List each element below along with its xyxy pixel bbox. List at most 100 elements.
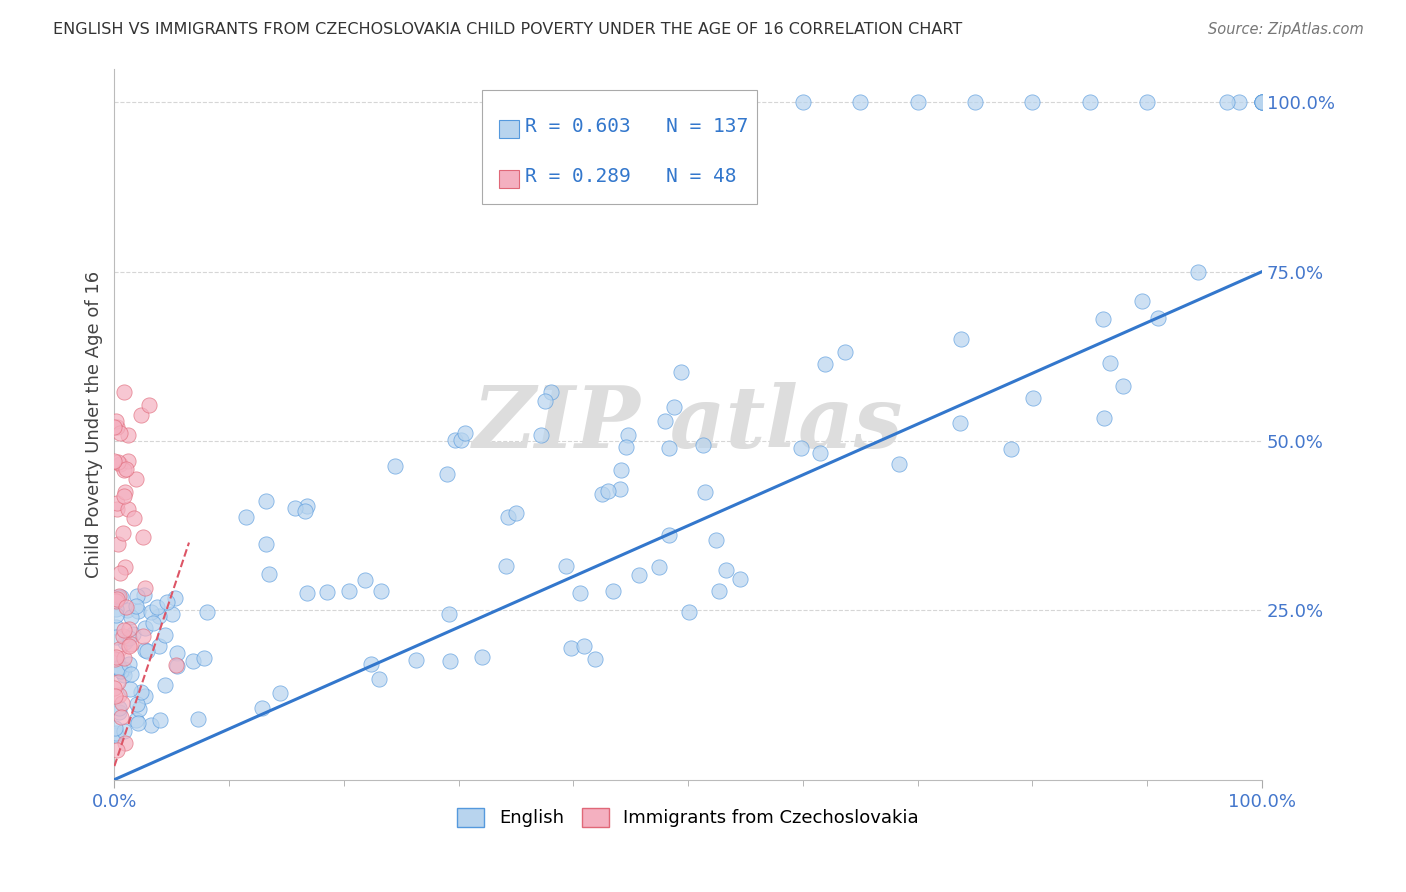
Point	[129, 408, 152, 422]
Point	[583, 652, 606, 666]
Point	[118, 681, 141, 696]
Point	[105, 591, 128, 606]
Point	[131, 530, 153, 544]
Point	[110, 591, 132, 605]
Point	[127, 715, 149, 730]
Point	[370, 584, 392, 599]
Point	[716, 563, 738, 577]
Point	[114, 736, 136, 750]
Point	[156, 595, 179, 609]
Point	[107, 661, 129, 675]
Point	[117, 427, 139, 442]
Point	[849, 95, 872, 110]
Point	[678, 605, 700, 619]
Point	[138, 398, 160, 412]
Point	[110, 710, 132, 724]
Point	[112, 623, 135, 637]
Point	[367, 673, 389, 687]
Point	[1092, 312, 1115, 326]
Point	[132, 629, 155, 643]
Point	[609, 483, 631, 497]
Point	[103, 454, 125, 468]
FancyBboxPatch shape	[499, 120, 519, 138]
Text: R = 0.603   N = 137: R = 0.603 N = 137	[524, 118, 748, 136]
FancyBboxPatch shape	[499, 169, 519, 187]
Point	[671, 365, 693, 379]
Point	[120, 667, 142, 681]
Point	[107, 675, 129, 690]
Text: ZIP atlas: ZIP atlas	[472, 383, 903, 466]
Point	[124, 599, 146, 613]
Point	[104, 651, 127, 665]
Point	[134, 689, 156, 703]
Point	[105, 620, 128, 634]
Point	[1227, 95, 1250, 110]
Point	[572, 640, 595, 654]
Point	[1251, 95, 1274, 110]
Point	[540, 385, 562, 400]
Point	[163, 591, 186, 605]
Point	[117, 502, 139, 516]
Point	[610, 463, 633, 477]
Point	[139, 605, 162, 619]
Point	[108, 705, 131, 719]
Point	[134, 621, 156, 635]
Point	[1098, 356, 1121, 370]
Point	[354, 573, 377, 587]
Point	[105, 496, 128, 510]
Point	[555, 558, 578, 573]
Point	[146, 599, 169, 614]
Point	[114, 635, 136, 649]
Point	[384, 458, 406, 473]
Point	[254, 537, 277, 551]
Point	[1251, 95, 1274, 110]
Point	[120, 609, 142, 624]
Point	[166, 646, 188, 660]
Point	[105, 414, 128, 428]
Point	[315, 584, 337, 599]
Point	[107, 455, 129, 469]
Point	[108, 566, 131, 581]
Point	[142, 616, 165, 631]
Point	[1251, 95, 1274, 110]
Point	[437, 607, 460, 621]
Point	[337, 584, 360, 599]
Point	[128, 702, 150, 716]
Point	[195, 605, 218, 619]
Y-axis label: Child Poverty Under the Age of 16: Child Poverty Under the Age of 16	[86, 270, 103, 578]
Point	[125, 589, 148, 603]
Point	[105, 420, 128, 434]
Point	[104, 602, 127, 616]
Point	[530, 427, 553, 442]
Point	[1092, 410, 1115, 425]
Point	[295, 499, 318, 513]
Point	[648, 560, 671, 574]
Point	[105, 728, 128, 742]
Point	[129, 685, 152, 699]
Point	[294, 503, 316, 517]
Point	[257, 567, 280, 582]
Point	[118, 622, 141, 636]
Point	[790, 441, 813, 455]
Point	[105, 594, 128, 608]
Text: ENGLISH VS IMMIGRANTS FROM CZECHOSLOVAKIA CHILD POVERTY UNDER THE AGE OF 16 CORR: ENGLISH VS IMMIGRANTS FROM CZECHOSLOVAKI…	[53, 22, 963, 37]
Point	[658, 528, 681, 542]
Point	[692, 438, 714, 452]
Point	[436, 467, 458, 482]
Point	[107, 591, 129, 605]
Point	[112, 723, 135, 738]
Point	[704, 533, 727, 548]
Point	[114, 599, 136, 614]
Point	[122, 511, 145, 525]
Point	[148, 640, 170, 654]
Point	[405, 653, 427, 667]
Point	[112, 385, 135, 400]
Point	[443, 433, 465, 447]
Point	[112, 526, 135, 541]
Point	[658, 441, 681, 455]
Point	[1216, 95, 1239, 110]
Point	[112, 489, 135, 503]
Point	[454, 425, 477, 440]
Point	[114, 560, 136, 574]
Point	[568, 586, 591, 600]
